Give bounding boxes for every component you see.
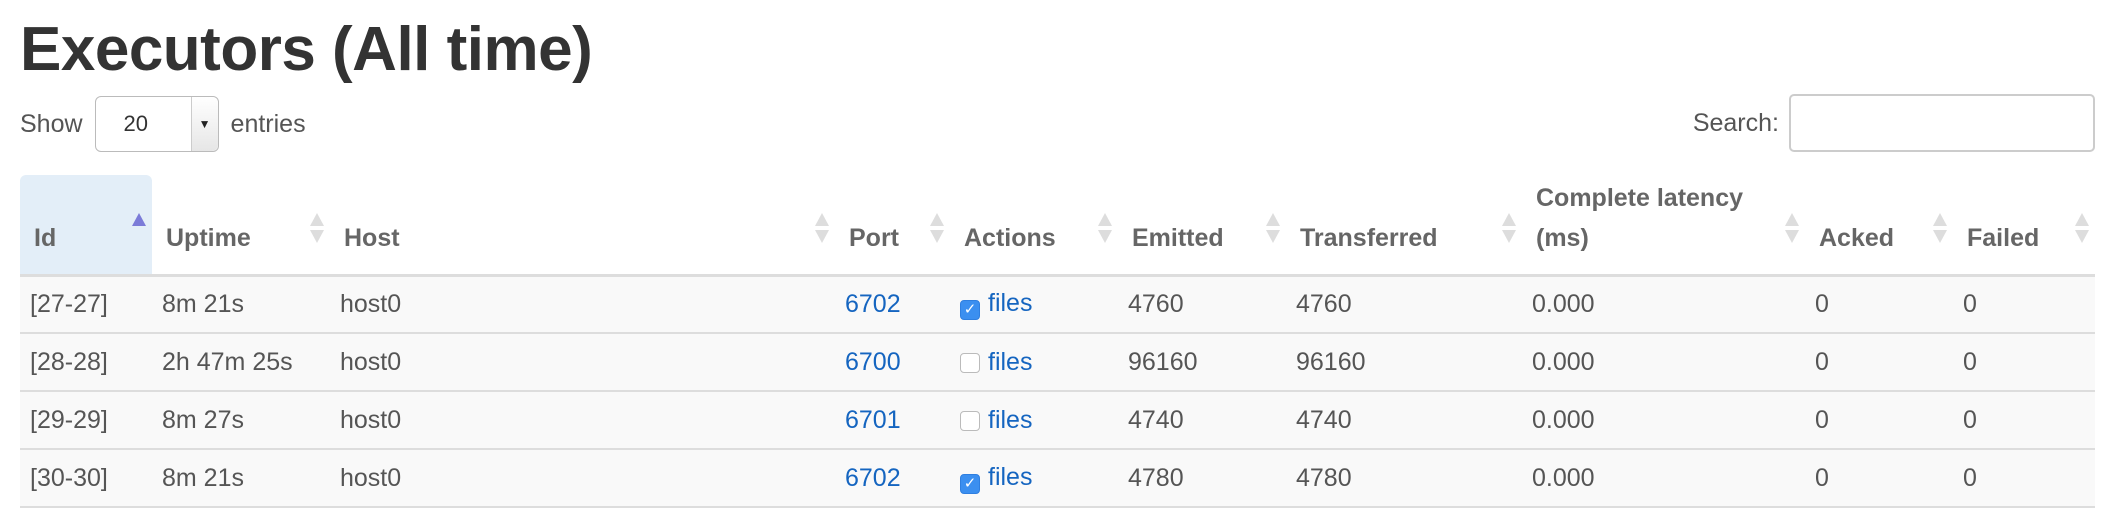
column-header-transferred[interactable]: Transferred bbox=[1286, 175, 1522, 277]
files-link[interactable]: files bbox=[988, 405, 1033, 434]
cell-port: 6702 bbox=[835, 449, 950, 508]
table-row: [28-28] 2h 47m 25s host0 6700 files 96160 9616… bbox=[20, 333, 2095, 392]
cell-transferred: 4760 bbox=[1286, 275, 1522, 334]
header-label: Id bbox=[34, 223, 57, 252]
cell-transferred: 4780 bbox=[1286, 449, 1522, 508]
files-link[interactable]: files bbox=[988, 288, 1033, 317]
sort-icon bbox=[815, 213, 829, 247]
column-header-failed[interactable]: Failed bbox=[1953, 175, 2095, 277]
entries-value: 20 bbox=[123, 111, 149, 136]
cell-acked: 0 bbox=[1805, 275, 1953, 334]
page-title: Executors (All time) bbox=[20, 15, 593, 84]
column-header-id[interactable]: Id bbox=[20, 175, 152, 277]
chevron-down-icon: ▼ bbox=[190, 97, 218, 151]
column-header-action[interactable]: Actions bbox=[950, 175, 1118, 277]
cell-uptime: 8m 27s bbox=[152, 391, 330, 450]
sort-icon bbox=[1933, 213, 1947, 247]
cell-latency: 0.000 bbox=[1522, 333, 1805, 392]
cell-id: [29-29] bbox=[20, 391, 152, 450]
header-label: Transferred bbox=[1300, 223, 1438, 252]
cell-port: 6700 bbox=[835, 333, 950, 392]
entries-select[interactable]: 20 ▼ bbox=[94, 96, 219, 152]
cell-id: [27-27] bbox=[20, 275, 152, 334]
column-header-host[interactable]: Host bbox=[330, 175, 835, 277]
port-link[interactable]: 6702 bbox=[845, 463, 901, 492]
length-control: Show 20 ▼ entries bbox=[20, 95, 306, 153]
cell-acked: 0 bbox=[1805, 333, 1953, 392]
cell-host: host0 bbox=[330, 333, 835, 392]
header-label: Acked bbox=[1819, 223, 1895, 252]
cell-id: [28-28] bbox=[20, 333, 152, 392]
header-label: Emitted bbox=[1132, 223, 1224, 252]
column-header-uptime[interactable]: Uptime bbox=[152, 175, 330, 277]
files-link[interactable]: files bbox=[988, 347, 1033, 376]
files-link[interactable]: files bbox=[988, 462, 1033, 491]
cell-port: 6702 bbox=[835, 275, 950, 334]
cell-acked: 0 bbox=[1805, 449, 1953, 508]
action-checkbox[interactable]: ✓ bbox=[960, 473, 980, 494]
cell-transferred: 96160 bbox=[1286, 333, 1522, 392]
header-label: Actions bbox=[964, 223, 1056, 252]
cell-uptime: 8m 21s bbox=[152, 449, 330, 508]
entries-label: entries bbox=[230, 109, 306, 138]
port-link[interactable]: 6700 bbox=[845, 347, 901, 376]
check-icon: ✓ bbox=[963, 300, 977, 318]
port-link[interactable]: 6702 bbox=[845, 289, 901, 318]
search-control: Search: bbox=[1693, 94, 2095, 152]
cell-latency: 0.000 bbox=[1522, 275, 1805, 334]
column-header-latency[interactable]: Complete latency (ms) bbox=[1522, 175, 1805, 277]
column-header-emitted[interactable]: Emitted bbox=[1118, 175, 1286, 277]
header-label: Failed bbox=[1967, 223, 2040, 252]
cell-host: host0 bbox=[330, 391, 835, 450]
cell-failed: 0 bbox=[1953, 391, 2095, 450]
cell-action: files bbox=[950, 333, 1118, 392]
action-checkbox[interactable]: ✓ bbox=[960, 299, 980, 320]
header-label: Complete latency (ms) bbox=[1536, 183, 1744, 252]
cell-latency: 0.000 bbox=[1522, 391, 1805, 450]
cell-emitted: 96160 bbox=[1118, 333, 1286, 392]
table-row: [30-30] 8m 21s host0 6702 ✓ files 4780 4780 0.00… bbox=[20, 449, 2095, 508]
sort-icon bbox=[1785, 213, 1799, 247]
port-link[interactable]: 6701 bbox=[845, 405, 901, 434]
sort-icon bbox=[310, 213, 324, 247]
column-header-acked[interactable]: Acked bbox=[1805, 175, 1953, 277]
cell-port: 6701 bbox=[835, 391, 950, 450]
search-label: Search: bbox=[1692, 108, 1779, 137]
table-row: [29-29] 8m 27s host0 6701 files 4740 4740 0.000… bbox=[20, 391, 2095, 450]
search-input[interactable] bbox=[1789, 94, 2095, 152]
cell-emitted: 4740 bbox=[1118, 391, 1286, 450]
check-icon: ✓ bbox=[963, 474, 977, 492]
header-label: Uptime bbox=[166, 223, 251, 252]
action-checkbox[interactable] bbox=[960, 410, 980, 431]
cell-action: files bbox=[950, 391, 1118, 450]
sort-icon bbox=[132, 213, 146, 247]
header-label: Host bbox=[344, 223, 400, 252]
table-row: [27-27] 8m 21s host0 6702 ✓ files 4760 4760 0.00… bbox=[20, 275, 2095, 334]
cell-failed: 0 bbox=[1953, 333, 2095, 392]
cell-action: ✓ files bbox=[950, 449, 1118, 508]
sort-icon bbox=[930, 213, 944, 247]
cell-uptime: 2h 47m 25s bbox=[152, 333, 330, 392]
sort-icon bbox=[2075, 213, 2089, 247]
cell-host: host0 bbox=[330, 275, 835, 334]
action-checkbox[interactable] bbox=[960, 352, 980, 373]
cell-transferred: 4740 bbox=[1286, 391, 1522, 450]
column-header-port[interactable]: Port bbox=[835, 175, 950, 277]
cell-host: host0 bbox=[330, 449, 835, 508]
cell-latency: 0.000 bbox=[1522, 449, 1805, 508]
header-label: Port bbox=[849, 223, 899, 252]
cell-id: [30-30] bbox=[20, 449, 152, 508]
cell-emitted: 4760 bbox=[1118, 275, 1286, 334]
sort-icon bbox=[1502, 213, 1516, 247]
sort-icon bbox=[1098, 213, 1112, 247]
cell-uptime: 8m 21s bbox=[152, 275, 330, 334]
cell-failed: 0 bbox=[1953, 275, 2095, 334]
cell-emitted: 4780 bbox=[1118, 449, 1286, 508]
executors-table: Id Uptime Host Port Actions Emitted Transferre… bbox=[20, 175, 2095, 508]
sort-icon bbox=[1266, 213, 1280, 247]
cell-action: ✓ files bbox=[950, 275, 1118, 334]
show-label: Show bbox=[20, 109, 83, 138]
cell-failed: 0 bbox=[1953, 449, 2095, 508]
cell-acked: 0 bbox=[1805, 391, 1953, 450]
